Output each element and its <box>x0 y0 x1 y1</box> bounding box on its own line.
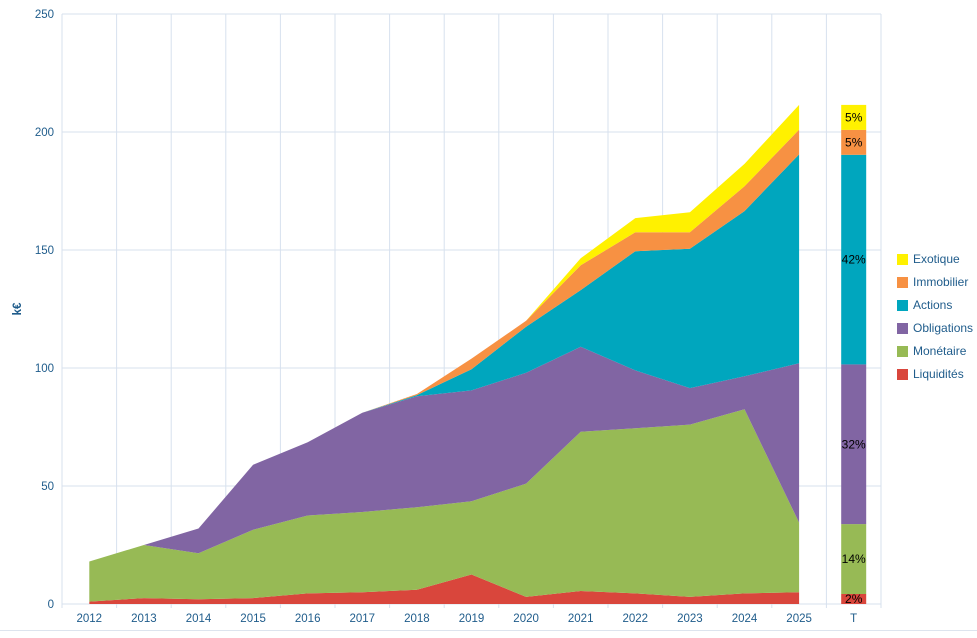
percent-label: 2% <box>845 592 863 606</box>
x-axis-label-2019: 2019 <box>459 613 485 625</box>
x-axis-label-2014: 2014 <box>186 613 212 625</box>
legend-label: Immobilier <box>913 275 969 289</box>
x-axis-label-2012: 2012 <box>77 613 103 625</box>
percent-label: 14% <box>842 552 866 566</box>
legend-label: Exotique <box>913 252 960 266</box>
total-bar-segment-exotique[interactable] <box>841 104 867 130</box>
x-axis-label-2024: 2024 <box>732 613 758 625</box>
total-bar-segment-immobilier[interactable] <box>841 129 867 155</box>
x-axis-label-2021: 2021 <box>568 613 594 625</box>
x-axis-label-2013: 2013 <box>131 613 157 625</box>
x-axis-label-2017: 2017 <box>350 613 376 625</box>
legend-swatch <box>897 277 908 288</box>
y-axis-tick-label: 150 <box>35 245 54 257</box>
area-series-actions[interactable] <box>89 154 800 562</box>
legend-label: Monétaire <box>913 344 967 358</box>
legend-item-liquidits[interactable]: Liquidités <box>897 367 973 381</box>
legend-swatch <box>897 346 908 357</box>
percent-label: 42% <box>842 253 866 267</box>
legend-swatch <box>897 300 908 311</box>
total-bar-segment-obligations[interactable] <box>841 364 867 525</box>
y-axis-tick-label: 100 <box>35 363 54 375</box>
legend-label: Obligations <box>913 321 974 335</box>
y-axis-tick-label: 50 <box>41 481 54 493</box>
legend-swatch <box>897 369 908 380</box>
legend-swatch <box>897 254 908 265</box>
x-axis-label-2015: 2015 <box>240 613 266 625</box>
legend-item-obligations[interactable]: Obligations <box>897 321 974 335</box>
x-axis-label-2023: 2023 <box>677 613 703 625</box>
x-axis-label-2020: 2020 <box>513 613 539 625</box>
percent-label: 5% <box>845 110 863 124</box>
x-axis-label-total: T <box>850 613 857 625</box>
y-axis-tick-label: 200 <box>35 127 54 139</box>
chart-legend: Exotique Immobilier Actions Obligations Moné… <box>897 252 974 381</box>
window-edge-line <box>0 630 977 631</box>
x-axis-label-2025: 2025 <box>786 613 812 625</box>
x-axis-label-2016: 2016 <box>295 613 321 625</box>
x-axis-label-2018: 2018 <box>404 613 430 625</box>
total-bar-segment-liquidits[interactable] <box>841 594 867 604</box>
y-axis-tick-label: 250 <box>35 9 54 21</box>
area-series-obligations[interactable] <box>89 346 800 562</box>
y-axis-tick-label: 0 <box>48 599 54 611</box>
area-series-liquidits[interactable] <box>89 574 800 605</box>
y-axis-title: k€ <box>12 302 24 315</box>
area-series-montaire[interactable] <box>89 409 800 602</box>
legend-item-exotique[interactable]: Exotique <box>897 252 973 266</box>
legend-item-immobilier[interactable]: Immobilier <box>897 275 973 289</box>
legend-item-actions[interactable]: Actions <box>897 298 973 312</box>
percent-label: 5% <box>845 135 863 149</box>
percent-label: 32% <box>842 437 866 451</box>
legend-label: Actions <box>913 298 953 312</box>
total-bar-segment-actions[interactable] <box>841 154 867 365</box>
x-axis-label-2022: 2022 <box>623 613 649 625</box>
legend-label: Liquidités <box>913 367 964 381</box>
legend-swatch <box>897 323 908 334</box>
legend-item-montaire[interactable]: Monétaire <box>897 344 973 358</box>
total-bar-segment-montaire[interactable] <box>841 524 867 594</box>
